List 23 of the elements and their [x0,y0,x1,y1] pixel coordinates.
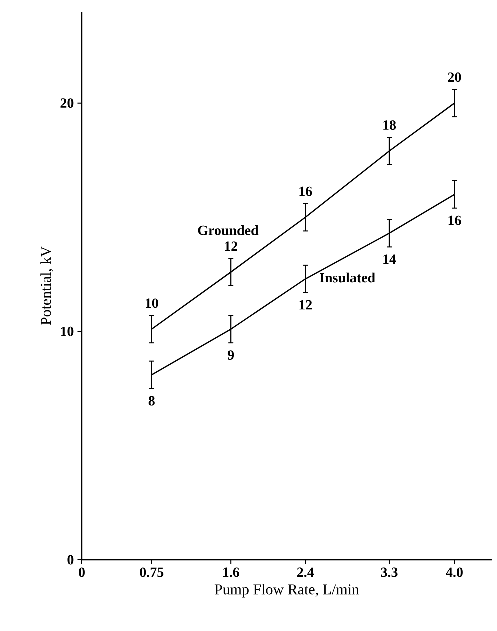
y-axis-title: Potential, kV [40,246,54,326]
annotation: 12 [225,242,238,252]
x-tick-label: 1.6 [223,568,240,578]
x-axis-title: Pump Flow Rate, L/min [214,584,360,598]
annotation: 16 [300,186,312,196]
annotation: 12 [300,300,312,310]
y-tick-label: 0 [68,555,74,565]
annotation: 14 [384,254,396,264]
x-tick-label: 3.3 [381,568,398,578]
x-tick-label: 0 [79,568,85,578]
x-tick-label: 2.4 [297,568,314,578]
annotation: 16 [448,216,462,226]
annotation: 8 [148,396,155,406]
x-tick-label: 0.75 [140,568,164,578]
annotation: 10 [146,298,158,308]
annotation: 18 [384,120,396,130]
series-label: Grounded [198,225,259,236]
annotation: 20 [448,72,462,82]
x-tick-label: 4.0 [446,568,463,578]
y-tick-label: 10 [61,326,74,336]
annotation: 9 [228,350,234,360]
series-label: Insulated [320,272,376,283]
y-tick-label: 20 [60,98,74,108]
